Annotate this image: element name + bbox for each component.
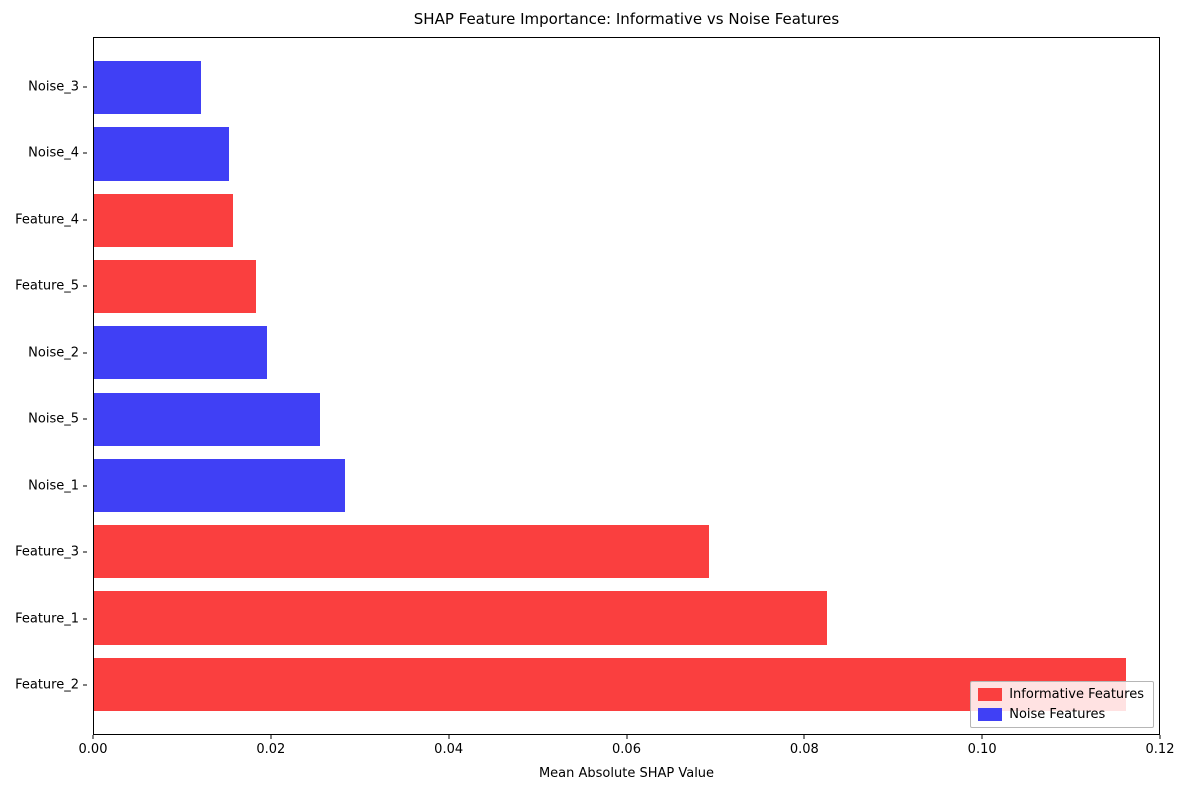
y-tick-mark: [83, 86, 87, 88]
bar-Noise_4: [94, 127, 229, 181]
y-tick-label-Feature_3: Feature_3: [15, 544, 79, 560]
x-tick-label-0.04: 0.04: [434, 742, 464, 757]
legend-entry-noise: Noise Features: [978, 707, 1144, 722]
bar-Noise_3: [94, 61, 201, 115]
bar-Noise_5: [94, 392, 321, 446]
y-tick-label-Noise_1: Noise_1: [28, 478, 79, 494]
y-tick-mark: [83, 219, 87, 221]
bar-Noise_1: [94, 458, 346, 512]
y-tick-mark: [83, 551, 87, 553]
y-tick-label-Noise_4: Noise_4: [28, 145, 79, 161]
x-axis-label: Mean Absolute SHAP Value: [538, 766, 715, 781]
x-tick-label-0.06: 0.06: [612, 742, 641, 757]
legend-label-informative: Informative Features: [1009, 687, 1144, 702]
x-axis-ticks: 0.00 0.02 0.04 0.06 0.08 0.10 0.12: [79, 735, 1174, 765]
x-tick-mark: [270, 735, 272, 739]
y-tick-label-Noise_2: Noise_2: [28, 345, 79, 361]
y-tick-mark: [83, 285, 87, 287]
x-tick-label-0.00: 0.00: [78, 742, 108, 757]
bar-Noise_2: [94, 326, 268, 380]
chart-title: SHAP Feature Importance: Informative vs …: [413, 10, 840, 28]
bar-Feature_4: [94, 193, 234, 247]
x-tick-mark: [1159, 735, 1161, 739]
y-tick-label-Feature_1: Feature_1: [15, 611, 79, 627]
x-tick-label-0.12: 0.12: [1145, 742, 1175, 757]
legend-swatch-noise: [978, 708, 1003, 721]
x-tick-mark: [981, 735, 983, 739]
bar-Feature_5: [94, 260, 257, 314]
x-tick-mark: [626, 735, 627, 739]
legend-swatch-informative: [978, 688, 1003, 701]
x-tick-mark: [92, 735, 94, 739]
y-tick-label-Feature_5: Feature_5: [15, 278, 79, 294]
bar-Feature_1: [94, 591, 828, 645]
y-tick-label-Feature_4: Feature_4: [15, 212, 79, 228]
x-tick-label-0.10: 0.10: [967, 742, 997, 757]
y-tick-mark: [83, 352, 87, 354]
y-tick-label-Noise_5: Noise_5: [28, 411, 79, 427]
y-tick-mark: [83, 152, 87, 154]
y-tick-mark: [83, 684, 87, 686]
x-tick-mark: [803, 735, 805, 739]
y-tick-mark: [83, 418, 87, 420]
bar-Feature_2: [94, 657, 1127, 711]
legend: Informative Features Noise Features: [970, 681, 1154, 728]
legend-label-noise: Noise Features: [1009, 707, 1106, 722]
y-tick-label-Feature_2: Feature_2: [15, 677, 79, 693]
y-tick-mark: [83, 485, 87, 487]
bar-Feature_3: [94, 525, 710, 579]
x-tick-label-0.02: 0.02: [256, 742, 286, 757]
legend-entry-informative: Informative Features: [978, 687, 1144, 702]
plot-area: Informative Features Noise Features: [93, 37, 1160, 735]
y-axis-tick-labels: Noise_3 Noise_4 Feature_4 Feature_5 Noise_2 N…: [0, 37, 87, 735]
x-tick-mark: [448, 735, 450, 739]
x-tick-label-0.08: 0.08: [789, 742, 819, 757]
y-tick-label-Noise_3: Noise_3: [28, 79, 79, 95]
y-tick-mark: [83, 618, 87, 620]
